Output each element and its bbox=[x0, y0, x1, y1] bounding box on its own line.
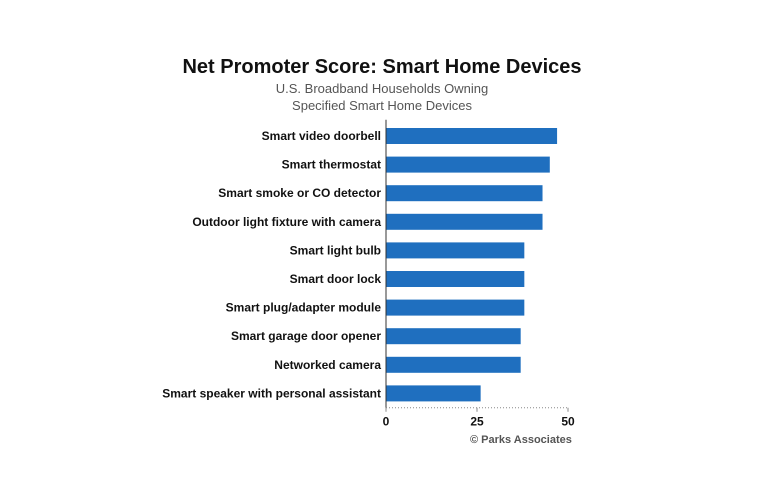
bar-3 bbox=[386, 213, 543, 230]
category-label-3: Outdoor light fixture with camera bbox=[192, 215, 381, 229]
category-label-7: Smart garage door opener bbox=[231, 329, 381, 343]
category-label-1: Smart thermostat bbox=[282, 158, 381, 172]
category-label-5: Smart door lock bbox=[290, 272, 382, 286]
bar-0 bbox=[386, 128, 558, 144]
bar-6 bbox=[386, 299, 525, 316]
chart-title: Net Promoter Score: Smart Home Devices bbox=[182, 56, 582, 78]
chart-subtitle-line-2: Specified Smart Home Devices bbox=[292, 98, 472, 113]
bar-1 bbox=[386, 156, 550, 173]
chart-subtitle-line-1: U.S. Broadband Households Owning bbox=[275, 81, 489, 96]
category-label-8: Networked camera bbox=[274, 358, 381, 372]
bar-7 bbox=[386, 328, 521, 345]
x-tick-label-0: 0 bbox=[383, 415, 390, 429]
bar-5 bbox=[386, 271, 525, 287]
bar-8 bbox=[386, 356, 521, 373]
source-credit: © Parks Associates bbox=[470, 434, 572, 446]
x-tick-label-2: 50 bbox=[561, 415, 575, 429]
category-label-6: Smart plug/adapter module bbox=[226, 301, 382, 315]
bar-4 bbox=[386, 242, 525, 259]
x-tick-label-1: 25 bbox=[470, 415, 484, 429]
category-label-2: Smart smoke or CO detector bbox=[218, 186, 381, 200]
bar-9 bbox=[386, 385, 481, 402]
category-label-0: Smart video doorbell bbox=[262, 129, 381, 143]
category-label-4: Smart light bulb bbox=[290, 243, 381, 257]
category-label-9: Smart speaker with personal assistant bbox=[162, 386, 381, 400]
bar-2 bbox=[386, 185, 543, 202]
